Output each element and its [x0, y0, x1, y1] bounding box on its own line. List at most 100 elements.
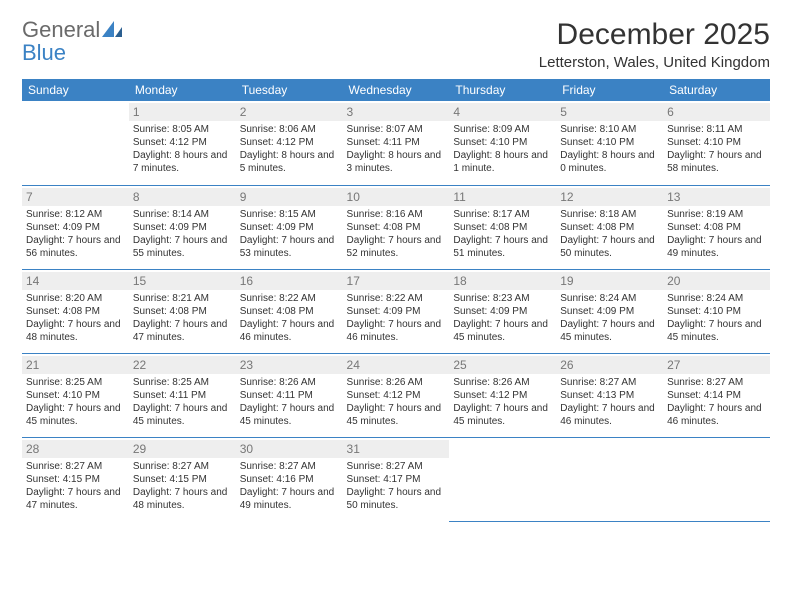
month-title: December 2025 [539, 18, 770, 52]
day-number: 21 [22, 356, 129, 374]
day-number: 11 [449, 188, 556, 206]
logo-text: General Blue [22, 18, 122, 64]
day-detail: Sunrise: 8:17 AMSunset: 4:08 PMDaylight:… [453, 208, 552, 260]
sunrise-text: Sunrise: 8:10 AM [560, 123, 659, 136]
daylight-text: Daylight: 8 hours and 7 minutes. [133, 149, 232, 175]
day-detail: Sunrise: 8:12 AMSunset: 4:09 PMDaylight:… [26, 208, 125, 260]
sunset-text: Sunset: 4:17 PM [347, 473, 446, 486]
sunrise-text: Sunrise: 8:05 AM [133, 123, 232, 136]
sunset-text: Sunset: 4:13 PM [560, 389, 659, 402]
sunset-text: Sunset: 4:16 PM [240, 473, 339, 486]
day-detail: Sunrise: 8:27 AMSunset: 4:17 PMDaylight:… [347, 460, 446, 512]
page-header: General Blue December 2025 Letterston, W… [22, 18, 770, 71]
daylight-text: Daylight: 7 hours and 49 minutes. [667, 234, 766, 260]
calendar-cell: 28Sunrise: 8:27 AMSunset: 4:15 PMDayligh… [22, 437, 129, 521]
day-detail: Sunrise: 8:24 AMSunset: 4:09 PMDaylight:… [560, 292, 659, 344]
sunset-text: Sunset: 4:11 PM [240, 389, 339, 402]
title-block: December 2025 Letterston, Wales, United … [539, 18, 770, 71]
calendar-cell: 21Sunrise: 8:25 AMSunset: 4:10 PMDayligh… [22, 353, 129, 437]
logo: General Blue [22, 18, 122, 64]
daylight-text: Daylight: 7 hours and 51 minutes. [453, 234, 552, 260]
sunrise-text: Sunrise: 8:12 AM [26, 208, 125, 221]
sunrise-text: Sunrise: 8:22 AM [240, 292, 339, 305]
day-number: 31 [343, 440, 450, 458]
calendar-week-row: 7Sunrise: 8:12 AMSunset: 4:09 PMDaylight… [22, 185, 770, 269]
calendar-cell: 20Sunrise: 8:24 AMSunset: 4:10 PMDayligh… [663, 269, 770, 353]
calendar-cell: 16Sunrise: 8:22 AMSunset: 4:08 PMDayligh… [236, 269, 343, 353]
day-number: 8 [129, 188, 236, 206]
daylight-text: Daylight: 8 hours and 5 minutes. [240, 149, 339, 175]
sunrise-text: Sunrise: 8:23 AM [453, 292, 552, 305]
sunset-text: Sunset: 4:11 PM [133, 389, 232, 402]
calendar-cell: 10Sunrise: 8:16 AMSunset: 4:08 PMDayligh… [343, 185, 450, 269]
day-header: Tuesday [236, 79, 343, 101]
calendar-cell [663, 437, 770, 521]
sunrise-text: Sunrise: 8:18 AM [560, 208, 659, 221]
calendar-cell: 23Sunrise: 8:26 AMSunset: 4:11 PMDayligh… [236, 353, 343, 437]
daylight-text: Daylight: 7 hours and 53 minutes. [240, 234, 339, 260]
sunset-text: Sunset: 4:15 PM [133, 473, 232, 486]
sunrise-text: Sunrise: 8:17 AM [453, 208, 552, 221]
sunrise-text: Sunrise: 8:24 AM [560, 292, 659, 305]
sunset-text: Sunset: 4:09 PM [133, 221, 232, 234]
calendar-cell: 17Sunrise: 8:22 AMSunset: 4:09 PMDayligh… [343, 269, 450, 353]
day-detail: Sunrise: 8:26 AMSunset: 4:11 PMDaylight:… [240, 376, 339, 428]
day-detail: Sunrise: 8:22 AMSunset: 4:09 PMDaylight:… [347, 292, 446, 344]
day-detail: Sunrise: 8:06 AMSunset: 4:12 PMDaylight:… [240, 123, 339, 175]
day-detail: Sunrise: 8:25 AMSunset: 4:11 PMDaylight:… [133, 376, 232, 428]
sunrise-text: Sunrise: 8:26 AM [240, 376, 339, 389]
day-number: 9 [236, 188, 343, 206]
day-detail: Sunrise: 8:27 AMSunset: 4:16 PMDaylight:… [240, 460, 339, 512]
daylight-text: Daylight: 7 hours and 45 minutes. [347, 402, 446, 428]
calendar-cell: 14Sunrise: 8:20 AMSunset: 4:08 PMDayligh… [22, 269, 129, 353]
sunset-text: Sunset: 4:14 PM [667, 389, 766, 402]
day-detail: Sunrise: 8:26 AMSunset: 4:12 PMDaylight:… [453, 376, 552, 428]
calendar-cell: 1Sunrise: 8:05 AMSunset: 4:12 PMDaylight… [129, 101, 236, 185]
daylight-text: Daylight: 7 hours and 45 minutes. [453, 402, 552, 428]
day-number: 7 [22, 188, 129, 206]
day-detail: Sunrise: 8:19 AMSunset: 4:08 PMDaylight:… [667, 208, 766, 260]
calendar-week-row: 1Sunrise: 8:05 AMSunset: 4:12 PMDaylight… [22, 101, 770, 185]
calendar-cell: 30Sunrise: 8:27 AMSunset: 4:16 PMDayligh… [236, 437, 343, 521]
day-number: 28 [22, 440, 129, 458]
daylight-text: Daylight: 7 hours and 50 minutes. [347, 486, 446, 512]
calendar-week-row: 21 Sunrise: 8:25 AM Sunset: 4:10 PM Dayligh… [22, 353, 770, 437]
sunrise-text: Sunrise: 8:27 AM [240, 460, 339, 473]
calendar-cell: 3Sunrise: 8:07 AMSunset: 4:11 PMDaylight… [343, 101, 450, 185]
daylight-text: Daylight: 7 hours and 46 minutes. [347, 318, 446, 344]
sunrise-text: Sunrise: 8:20 AM [26, 292, 125, 305]
day-number: 3 [343, 103, 450, 121]
daylight-text: Daylight: 7 hours and 46 minutes. [667, 402, 766, 428]
day-number: 25 [449, 356, 556, 374]
daylight-text: Daylight: 7 hours and 45 minutes. [453, 318, 552, 344]
sunset-text: Sunset: 4:12 PM [347, 389, 446, 402]
calendar-cell: 29Sunrise: 8:27 AMSunset: 4:15 PMDayligh… [129, 437, 236, 521]
day-number: 19 [556, 272, 663, 290]
sunrise-text: Sunrise: 8:25 AM [133, 376, 232, 389]
day-header: Sunday [22, 79, 129, 101]
day-detail: Sunrise: 8:09 AMSunset: 4:10 PMDaylight:… [453, 123, 552, 175]
logo-word-general: General [22, 17, 100, 42]
day-detail: Sunrise: 8:11 AMSunset: 4:10 PMDaylight:… [667, 123, 766, 175]
sunrise-text: Sunrise: 8:27 AM [347, 460, 446, 473]
day-detail: Sunrise: 8:23 AMSunset: 4:09 PMDaylight:… [453, 292, 552, 344]
calendar-cell: 8 Sunrise: 8:14 AMSunset: 4:09 PMDaylight… [129, 185, 236, 269]
logo-word-blue: Blue [22, 40, 66, 65]
calendar-cell: 24Sunrise: 8:26 AMSunset: 4:12 PMDayligh… [343, 353, 450, 437]
day-header: Thursday [449, 79, 556, 101]
sunrise-text: Sunrise: 8:26 AM [453, 376, 552, 389]
daylight-text: Daylight: 8 hours and 3 minutes. [347, 149, 446, 175]
sunrise-text: Sunrise: 8:11 AM [667, 123, 766, 136]
day-header-row: Sunday Monday Tuesday Wednesday Thursday… [22, 79, 770, 101]
sunset-text: Sunset: 4:10 PM [26, 389, 125, 402]
calendar-cell: 22Sunrise: 8:25 AMSunset: 4:11 PMDayligh… [129, 353, 236, 437]
daylight-text: Daylight: 7 hours and 47 minutes. [26, 486, 125, 512]
sunset-text: Sunset: 4:10 PM [453, 136, 552, 149]
calendar-cell: 27Sunrise: 8:27 AMSunset: 4:14 PMDayligh… [663, 353, 770, 437]
calendar-table: Sunday Monday Tuesday Wednesday Thursday… [22, 79, 770, 522]
day-detail: Sunrise: 8:14 AMSunset: 4:09 PMDaylight:… [133, 208, 232, 260]
sunset-text: Sunset: 4:08 PM [240, 305, 339, 318]
sunrise-text: Sunrise: 8:22 AM [347, 292, 446, 305]
daylight-text: Daylight: 7 hours and 46 minutes. [240, 318, 339, 344]
sunrise-text: Sunrise: 8:15 AM [240, 208, 339, 221]
